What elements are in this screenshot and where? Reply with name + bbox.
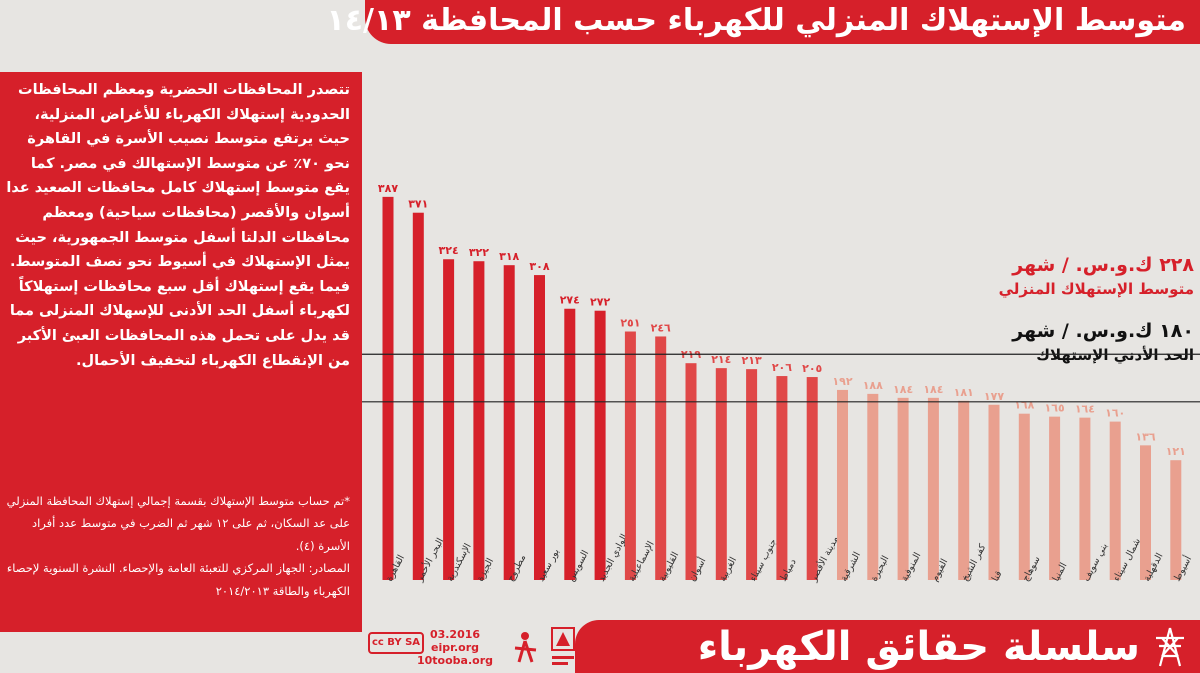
bar-value-label: ٣٧١	[408, 198, 428, 211]
sources-note: المصادر: الجهاز المركزي للتعبئة العامة و…	[6, 561, 350, 598]
bar-value-label: ١٩٢	[832, 375, 852, 388]
average-line-label: متوسط الإستهلاك المنزلي	[998, 280, 1194, 298]
bar	[1018, 413, 1030, 580]
bar	[473, 261, 485, 580]
bar-value-label: ٣٢٤	[439, 244, 459, 257]
bar-value-label: ٢١٣	[742, 354, 762, 367]
bar	[534, 275, 545, 580]
bar	[655, 336, 667, 580]
bar	[1170, 460, 1182, 580]
page-title: متوسط الإستهلاك المنزلي للكهرباء حسب الم…	[326, 3, 1186, 38]
minimum-line-value: ١٨٠ ك.و.س. / شهر	[1012, 320, 1194, 342]
bar-value-label: ١٨٤	[923, 383, 943, 396]
title-bar: متوسط الإستهلاك المنزلي للكهرباء حسب الم…	[326, 0, 1200, 44]
bar-value-label: ١٦٥	[1045, 402, 1065, 415]
bar-value-label: ١٨٨	[863, 379, 883, 392]
date-label: 03.2016	[429, 628, 481, 641]
bar	[624, 331, 636, 580]
bar	[806, 377, 818, 580]
bar	[867, 393, 879, 580]
bar	[1109, 421, 1121, 580]
bar-value-label: ٢٧٢	[590, 296, 610, 309]
bar-value-label: ٢١٤	[711, 353, 731, 366]
bar-value-label: ١٦٨	[1014, 399, 1034, 412]
bar	[564, 308, 576, 580]
footnote: *تم حساب متوسط الإستهلاك بقسمة إجمالي إس…	[6, 490, 350, 602]
bar	[958, 400, 970, 580]
series-title: سلسلة حقائق الكهرباء	[697, 624, 1140, 670]
bar	[715, 368, 727, 580]
bar	[412, 212, 424, 580]
bar-value-label: ٣١٨	[499, 250, 519, 263]
bar-value-label: ٣٠٨	[529, 260, 549, 273]
description-panel: تتصدر المحافظات الحضرية ومعظم المحافظات …	[0, 72, 362, 632]
bar	[1140, 445, 1151, 580]
description-paragraph-1: تتصدر المحافظات الحضرية ومعظم المحافظات …	[6, 82, 350, 271]
bar	[746, 369, 758, 580]
bar-value-label: ١٨١	[954, 386, 974, 399]
bar-value-label: ١٨٤	[893, 383, 913, 396]
category-label: قنا	[990, 569, 1005, 583]
series-banner	[575, 620, 1200, 673]
creative-commons-badge: cc BY SA	[368, 632, 424, 654]
bar	[837, 389, 848, 580]
method-note: *تم حساب متوسط الإستهلاك بقسمة إجمالي إس…	[6, 494, 350, 553]
bar	[503, 265, 515, 580]
bar-value-label: ٢٥١	[620, 317, 640, 330]
bar-value-label: ٢٠٦	[772, 361, 792, 374]
bar-value-label: ١٣٦	[1135, 430, 1155, 443]
bar	[776, 376, 788, 580]
bar-value-label: ١٦٠	[1105, 407, 1125, 420]
bar-value-label: ١٢١	[1166, 445, 1186, 458]
bar-value-label: ٣٨٧	[378, 182, 398, 195]
tooba-logo-icon	[551, 627, 575, 665]
bar	[382, 196, 394, 580]
bar-value-label: ٣٢٢	[469, 246, 489, 259]
bar	[897, 397, 909, 580]
bar-value-label: ٢٧٤	[560, 294, 580, 307]
minimum-line-label: الحد الأدني الإستهلاك	[1036, 346, 1194, 364]
eipr-link[interactable]: eipr.org	[431, 641, 479, 654]
bar	[443, 259, 455, 580]
bar-value-label: ١٦٤	[1075, 403, 1095, 416]
description-text: تتصدر المحافظات الحضرية ومعظم المحافظات …	[6, 78, 350, 373]
bar-value-label: ١٧٧	[984, 390, 1004, 403]
bar	[685, 363, 697, 580]
bar	[594, 310, 606, 580]
tooba-link[interactable]: 10tooba.org	[416, 654, 493, 667]
bar-value-label: ٢٤٦	[651, 321, 671, 334]
description-paragraph-2: فيما يقع إستهلاك أقل سبع محافظات إستهلاك…	[9, 278, 350, 369]
site-info: 03.2016 eipr.org 10tooba.org	[400, 628, 510, 667]
bar	[1079, 417, 1091, 580]
bar	[1049, 416, 1061, 580]
eipr-logo-icon	[514, 632, 537, 663]
bar	[927, 397, 939, 580]
bar	[988, 404, 1000, 580]
bar-value-label: ٢٠٥	[802, 362, 822, 375]
average-line-value: ٢٢٨ ك.و.س. / شهر	[1012, 254, 1194, 276]
power-tower-icon	[1156, 627, 1184, 667]
